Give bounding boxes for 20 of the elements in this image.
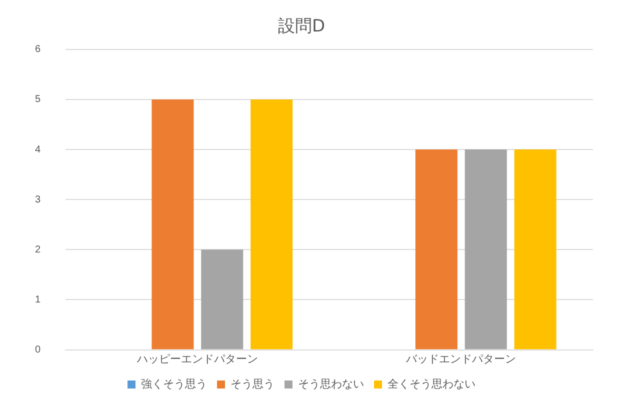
x-tick-label: ハッピーエンドパターン: [136, 353, 258, 366]
x-tick-label: バッドエンドパターン: [405, 353, 516, 366]
bar: [415, 150, 458, 350]
bar: [152, 99, 194, 350]
legend-label: そう思わない: [298, 378, 364, 391]
legend-label: 強くそう思う: [141, 378, 207, 391]
y-tick-label: 6: [35, 44, 41, 56]
bar: [514, 150, 556, 350]
legend-label: 全くそう思わない: [388, 378, 476, 391]
chart-title: 設問D: [278, 16, 326, 37]
bar: [250, 99, 293, 350]
y-tick-label: 3: [35, 194, 41, 206]
bar: [201, 250, 244, 350]
y-tick-label: 5: [35, 94, 41, 106]
y-tick-label: 2: [35, 244, 41, 256]
y-tick-label: 0: [35, 344, 41, 356]
y-tick-label: 1: [35, 294, 41, 306]
legend-label: そう思う: [230, 378, 274, 391]
bar: [464, 150, 507, 350]
y-tick-label: 4: [35, 144, 41, 156]
